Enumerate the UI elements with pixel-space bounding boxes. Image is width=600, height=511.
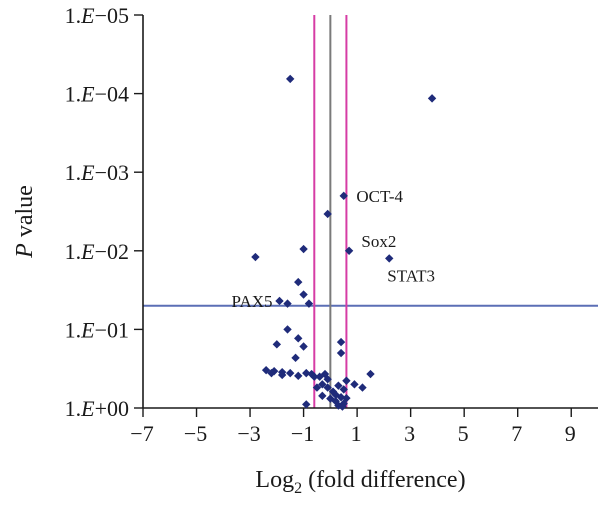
x-tick-label: −3: [237, 421, 260, 446]
y-tick-label: 1.E−05: [65, 3, 129, 28]
data-point: [350, 380, 359, 389]
data-point: [336, 337, 346, 347]
x-tick-label: −7: [130, 421, 153, 446]
x-tick-label: 1: [351, 421, 362, 446]
data-point: [283, 299, 292, 308]
y-tick-label: 1.E−03: [65, 160, 129, 185]
data-point: [323, 209, 332, 219]
data-point: [277, 370, 287, 380]
y-tick-label: 1.E−02: [65, 239, 129, 264]
data-point: [323, 383, 332, 392]
data-point: [338, 402, 347, 411]
axes: [134, 14, 598, 417]
point-labels: OCT-4 Sox2 STAT3 PAX5: [232, 187, 435, 311]
point-label-pax5: PAX5: [232, 292, 273, 311]
data-point: [334, 381, 343, 390]
point-label-oct-4: OCT-4: [356, 187, 403, 206]
x-axis-title: Log2 (fold difference): [255, 467, 465, 497]
data-point: [299, 290, 308, 299]
data-point: [272, 340, 282, 349]
data-point: [339, 385, 348, 394]
data-point: [366, 369, 375, 379]
x-tick-label: 5: [458, 421, 469, 446]
data-point: [291, 353, 300, 363]
y-tick-label: 1.E−04: [65, 82, 129, 107]
x-tick-label: −5: [184, 421, 207, 446]
tick-labels: −7 −5 −3 −1 1 3 5 7 9 1.E+00 1.E−01 1.E−02 1.E−03 1.E…: [65, 3, 576, 446]
data-point: [294, 334, 303, 343]
data-point: [283, 325, 292, 334]
point-label-sox2: Sox2: [361, 232, 396, 251]
data-point: [358, 383, 367, 392]
x-tick-label: 9: [565, 421, 576, 446]
data-point: [302, 400, 311, 409]
data-point: [318, 380, 327, 389]
data-point: [286, 74, 295, 84]
data-point: [339, 191, 348, 201]
y-tick-label: 1.E+00: [65, 396, 129, 421]
y-tick-label: 1.E−01: [65, 317, 129, 342]
data-point: [251, 252, 260, 262]
axis-titles: Log2 (fold difference) P value: [12, 185, 466, 497]
data-point: [344, 246, 354, 255]
data-point: [312, 383, 322, 392]
x-tick-label: −1: [291, 421, 314, 446]
data-point: [275, 296, 284, 306]
data-point: [302, 368, 311, 378]
data-point: [318, 391, 327, 401]
data-point: [310, 372, 319, 381]
data-points: [251, 74, 437, 411]
data-point: [427, 94, 437, 103]
data-point: [336, 348, 346, 358]
data-point: [299, 244, 308, 254]
data-point: [315, 372, 324, 381]
data-point: [267, 368, 276, 378]
data-point: [286, 368, 295, 378]
data-point: [304, 299, 314, 308]
data-point: [294, 277, 303, 287]
point-label-stat3: STAT3: [387, 266, 435, 285]
data-point: [299, 342, 308, 351]
data-point: [323, 374, 332, 384]
data-point: [336, 393, 346, 402]
y-axis-title: P value: [12, 185, 38, 259]
threshold-lines: [143, 15, 598, 408]
data-point: [342, 376, 351, 385]
x-tick-label: 3: [404, 421, 415, 446]
x-tick-label: 7: [511, 421, 522, 446]
data-point: [294, 371, 303, 381]
data-point: [385, 254, 394, 263]
